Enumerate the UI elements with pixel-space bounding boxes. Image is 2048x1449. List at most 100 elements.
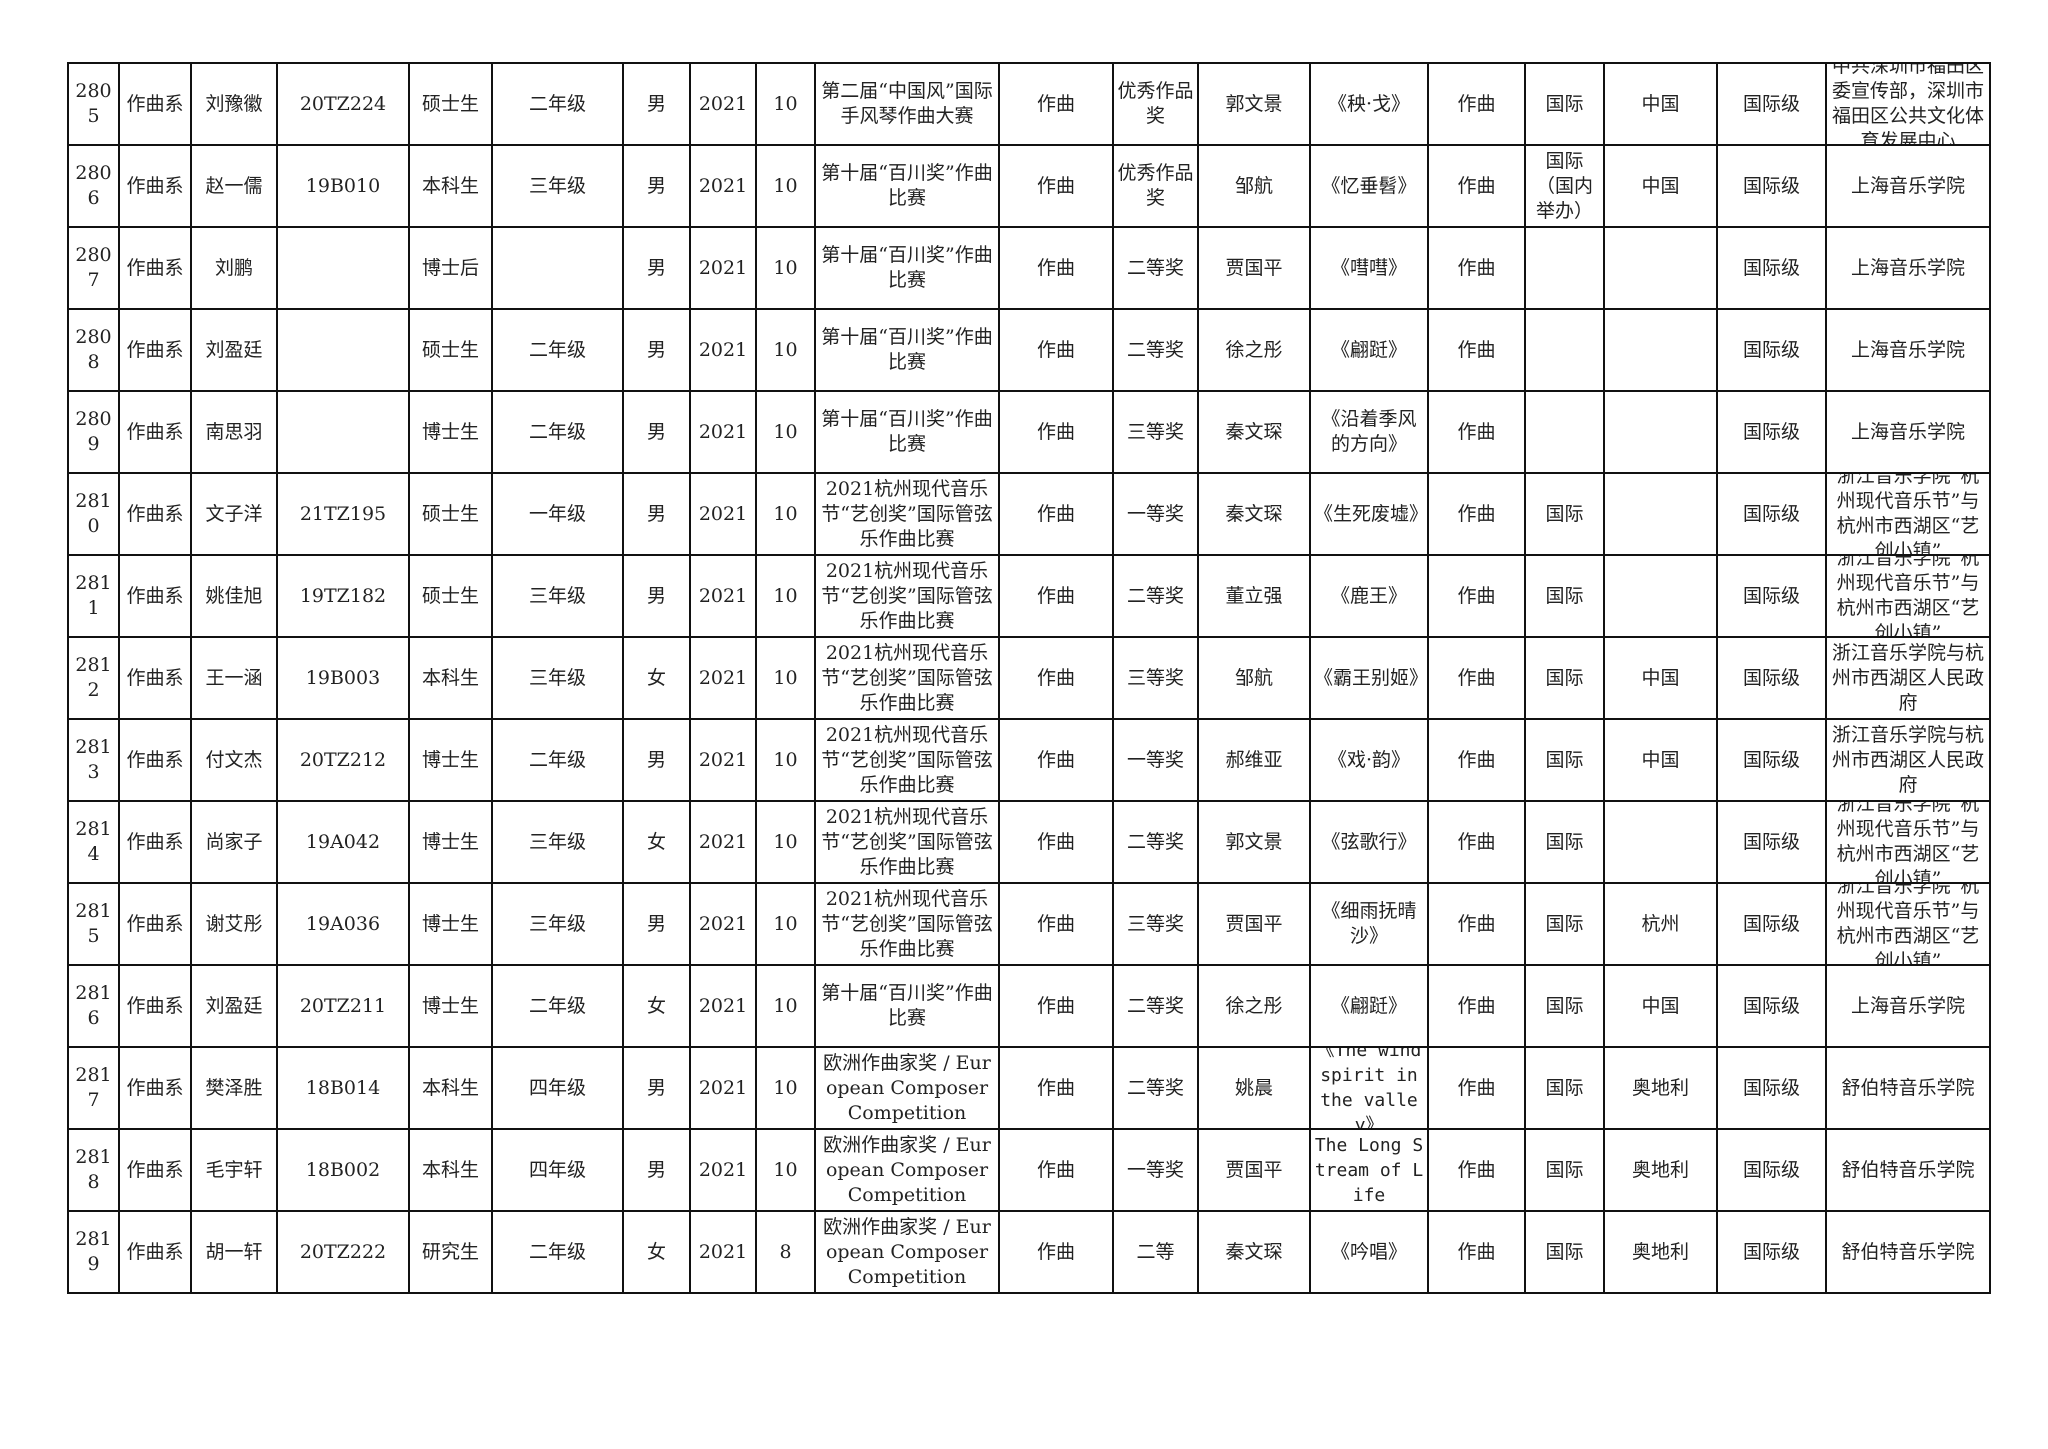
cell-country: 奥地利 <box>1603 1128 1718 1212</box>
cell-country: 中国 <box>1603 144 1718 228</box>
cell-category: 作曲 <box>998 1210 1114 1294</box>
level-text: 国际级 <box>1742 420 1800 443</box>
cell-degree-type: 硕士生 <box>408 62 493 146</box>
organizer-text: 舒伯特音乐学院 <box>1841 1158 1975 1181</box>
cell-month: 10 <box>755 636 816 720</box>
student-id-text: 20TZ222 <box>299 1240 387 1263</box>
cell-grade: 一年级 <box>491 472 624 556</box>
cell-department: 作曲系 <box>118 1046 192 1130</box>
advisor-text: 徐之彤 <box>1225 994 1283 1017</box>
cell-award-level: 一等奖 <box>1112 718 1199 802</box>
level-text: 国际级 <box>1742 338 1800 361</box>
cell-student-id: 19B003 <box>276 636 410 720</box>
competition-name-text: 2021杭州现代音乐节“艺创奖”国际管弦乐作曲比赛 <box>821 559 993 632</box>
cell-row-number: 2807 <box>67 226 120 310</box>
department-text: 作曲系 <box>126 584 184 607</box>
department-text: 作曲系 <box>126 502 184 525</box>
row-number-text: 2819 <box>75 1228 112 1275</box>
student-name-text: 胡一轩 <box>205 1240 263 1263</box>
student-id-text: 18B002 <box>305 1158 381 1181</box>
cell-degree-type: 博士后 <box>408 226 493 310</box>
cell-work-title: 《吟唱》 <box>1309 1210 1429 1294</box>
student-name-text: 毛宇轩 <box>205 1158 263 1181</box>
cell-advisor: 贾国平 <box>1197 882 1311 966</box>
grade-text: 二年级 <box>528 994 586 1017</box>
cell-gender: 女 <box>622 964 691 1048</box>
advisor-text: 董立强 <box>1225 584 1283 607</box>
cell-degree-type: 本科生 <box>408 1128 493 1212</box>
cell-degree-type: 博士生 <box>408 964 493 1048</box>
month-text: 10 <box>773 174 798 197</box>
year-text: 2021 <box>698 174 748 197</box>
degree-type-text: 博士生 <box>421 994 479 1017</box>
cell-work-title: 《霸王别姬》 <box>1309 636 1429 720</box>
degree-type-text: 硕士生 <box>421 338 479 361</box>
cell-month: 10 <box>755 390 816 474</box>
cell-student-name: 胡一轩 <box>190 1210 278 1294</box>
organizer-text: 浙江音乐学院“杭州现代音乐节”与杭州市西湖区“艺创小镇” <box>1836 884 1980 964</box>
month-text: 10 <box>773 912 798 935</box>
cell-year: 2021 <box>689 882 757 966</box>
cell-work-type: 作曲 <box>1427 308 1526 392</box>
competition-name-text: 2021杭州现代音乐节“艺创奖”国际管弦乐作曲比赛 <box>821 887 993 960</box>
organizer-text: 上海音乐学院 <box>1850 338 1965 361</box>
cell-student-name: 南思羽 <box>190 390 278 474</box>
cell-scope: 国际 <box>1524 554 1605 638</box>
scope-text: 国际 <box>1545 994 1584 1017</box>
advisor-text: 贾国平 <box>1225 912 1283 935</box>
cell-competition-name: 欧洲作曲家奖 / European Composer Competition <box>814 1128 1000 1212</box>
gender-text: 女 <box>646 830 666 853</box>
cell-student-name: 刘盈廷 <box>190 964 278 1048</box>
work-title-text: 《翩跹》 <box>1330 994 1407 1017</box>
year-text: 2021 <box>698 1076 748 1099</box>
department-text: 作曲系 <box>126 256 184 279</box>
cell-level: 国际级 <box>1716 554 1827 638</box>
cell-advisor: 贾国平 <box>1197 226 1311 310</box>
cell-scope: 国际 <box>1524 800 1605 884</box>
cell-category: 作曲 <box>998 882 1114 966</box>
month-text: 10 <box>773 502 798 525</box>
cell-degree-type: 本科生 <box>408 1046 493 1130</box>
cell-award-level: 二等奖 <box>1112 800 1199 884</box>
advisor-text: 贾国平 <box>1225 256 1283 279</box>
cell-row-number: 2805 <box>67 62 120 146</box>
cell-scope <box>1524 226 1605 310</box>
row-number-text: 2805 <box>75 80 112 127</box>
category-text: 作曲 <box>1036 174 1075 197</box>
work-title-text: 《生死废墟》 <box>1314 502 1424 525</box>
level-text: 国际级 <box>1742 830 1800 853</box>
level-text: 国际级 <box>1742 92 1800 115</box>
cell-degree-type: 博士生 <box>408 800 493 884</box>
cell-level: 国际级 <box>1716 964 1827 1048</box>
department-text: 作曲系 <box>126 830 184 853</box>
award-level-text: 优秀作品奖 <box>1117 80 1194 127</box>
advisor-text: 姚晨 <box>1234 1076 1273 1099</box>
cell-work-type: 作曲 <box>1427 62 1526 146</box>
cell-organizer: 浙江音乐学院“杭州现代音乐节”与杭州市西湖区“艺创小镇” <box>1825 472 1991 556</box>
year-text: 2021 <box>698 1158 748 1181</box>
grade-text: 二年级 <box>528 1240 586 1263</box>
level-text: 国际级 <box>1742 912 1800 935</box>
category-text: 作曲 <box>1036 502 1075 525</box>
row-number-text: 2811 <box>75 572 112 619</box>
category-text: 作曲 <box>1036 256 1075 279</box>
cell-student-name: 尚家子 <box>190 800 278 884</box>
cell-country: 杭州 <box>1603 882 1718 966</box>
country-text: 奥地利 <box>1631 1076 1689 1099</box>
cell-gender: 男 <box>622 226 691 310</box>
student-id-text: 19TZ182 <box>299 584 387 607</box>
competition-name-text: 第十届“百川奖”作曲比赛 <box>821 162 993 209</box>
work-type-text: 作曲 <box>1457 748 1496 771</box>
work-type-text: 作曲 <box>1457 584 1496 607</box>
scope-text: 国际 <box>1545 1240 1584 1263</box>
cell-award-level: 三等奖 <box>1112 390 1199 474</box>
competition-name-text: 第十届“百川奖”作曲比赛 <box>821 982 993 1029</box>
organizer-text: 浙江音乐学院与杭州市西湖区人民政府 <box>1831 641 1984 714</box>
cell-gender: 男 <box>622 718 691 802</box>
table-row: 2818 作曲系 毛宇轩 18B002 本科生 四年级 男 2021 10 欧洲作曲家奖 / Eu… <box>67 1128 1991 1212</box>
cell-scope: 国际（国内举办） <box>1524 144 1605 228</box>
cell-grade: 三年级 <box>491 800 624 884</box>
competition-name-text: 欧洲作曲家奖 / European Composer Competition <box>823 1215 991 1288</box>
cell-department: 作曲系 <box>118 226 192 310</box>
category-text: 作曲 <box>1036 1158 1075 1181</box>
